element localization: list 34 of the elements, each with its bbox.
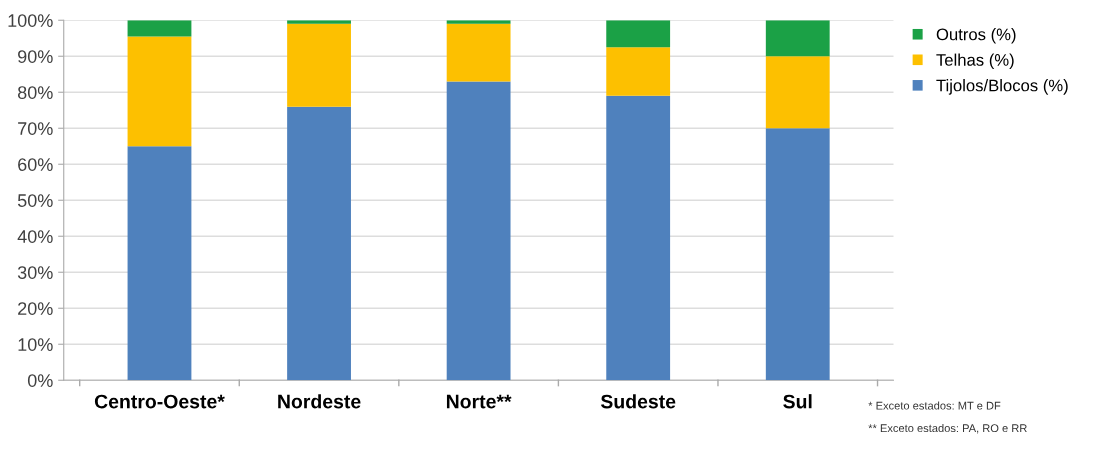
y-tick-label: 20% <box>18 302 53 315</box>
bar <box>287 106 351 381</box>
x-tick-label: Norte** <box>446 394 512 409</box>
bar <box>765 128 830 381</box>
legend-label: Telhas (%) <box>936 53 1014 70</box>
bar <box>446 23 511 82</box>
bar <box>127 146 192 381</box>
y-tick-label: 50% <box>17 194 53 207</box>
bar <box>606 95 671 381</box>
y-tick-label: 80% <box>17 86 53 99</box>
x-tick-label: Sul <box>783 394 812 409</box>
legend-label: Tijolos/Blocos (%) <box>936 79 1068 95</box>
y-tick-label: 10% <box>18 338 53 351</box>
text: ** Exceto estados: PA, RO e RR <box>868 423 1027 434</box>
text: * Exceto estados: MT e DF <box>868 401 1001 410</box>
bar <box>606 20 671 48</box>
y-tick-label: 30% <box>17 266 53 279</box>
y-tick-label: 60% <box>18 158 53 171</box>
y-tick-label: 0% <box>27 374 53 387</box>
bar <box>606 47 671 96</box>
bar <box>446 81 511 381</box>
bar <box>127 36 192 147</box>
y-tick-label: 70% <box>18 122 53 135</box>
x-tick-label: Nordeste <box>278 394 361 409</box>
bar <box>127 20 192 37</box>
y-tick-label: 40% <box>17 230 53 243</box>
x-tick-label: Sudeste <box>600 394 676 409</box>
bar <box>765 20 830 57</box>
x-tick-label: Centro-Oeste* <box>94 394 225 409</box>
bar <box>287 23 351 107</box>
bar <box>765 56 830 129</box>
legend-label: Outros (%) <box>936 28 1016 44</box>
y-tick-label: 90% <box>18 50 53 63</box>
y-tick-label: 100% <box>8 14 53 27</box>
